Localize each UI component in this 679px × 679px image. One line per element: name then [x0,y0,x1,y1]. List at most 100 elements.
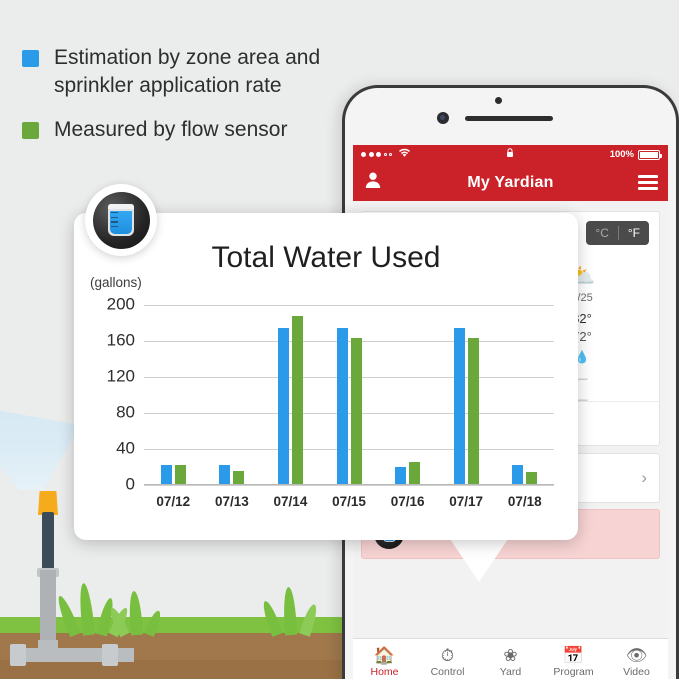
signal-strength-icon [361,152,392,157]
gridline: 120 [107,367,554,386]
beaker-glyph [108,204,134,236]
battery-full-icon [638,149,662,160]
tab-control[interactable]: ⏱ Control [416,646,479,678]
bar[interactable] [277,327,289,485]
tab-program[interactable]: 📅 Program [542,646,605,678]
tab-label: Video [623,666,650,678]
bar[interactable] [233,470,245,485]
y-axis-unit-label: (gallons) [90,275,142,290]
sprinkler-stem [42,512,54,574]
gridline: 200 [107,295,554,314]
tab-yard[interactable]: ❀ Yard [479,646,542,678]
wifi-icon [398,148,411,161]
app-title: My Yardian [467,173,554,191]
bar[interactable] [174,465,186,485]
bar[interactable] [291,315,303,485]
legend-item: Measured by flow sensor [22,116,374,144]
calendar-icon: 📅 [562,646,585,665]
tab-label: Program [553,666,594,678]
gridline: 40 [116,439,554,458]
sprinkler-nozzle-icon [38,491,58,515]
y-axis-tick-label: 40 [116,438,135,458]
eye-icon: 👁 [625,646,648,665]
bar-group: 07/12 [144,305,203,509]
front-camera-lens [440,115,445,120]
status-bar: 100% [353,145,668,164]
bar-chart-plot: 0 40 80 120 160 200 07/12 07/13 07/14 07/15 07/16… [107,295,554,509]
tab-bar: 🏠 Home ⏱ Control ❀ Yard 📅 Program [353,638,668,679]
bar[interactable] [160,465,172,485]
unit-fahrenheit-option[interactable]: °F [627,226,640,240]
legend-label: Measured by flow sensor [54,118,288,142]
chart-popover: Total Water Used (gallons) 0 40 80 120 160 20… [74,213,578,540]
x-axis-tick-label: 07/18 [507,494,542,509]
x-axis-tick-label: 07/17 [449,494,484,509]
bar[interactable] [350,338,362,485]
bar[interactable] [512,465,524,485]
bar[interactable] [526,471,538,485]
x-axis-tick-label: 07/13 [214,494,249,509]
x-axis-tick-label: 07/14 [273,494,308,509]
bar-group: 07/14 [261,305,320,509]
y-axis-tick-label: 200 [106,294,135,314]
bar-group: 07/13 [203,305,262,509]
unit-celsius-option[interactable]: °C [595,226,609,240]
unit-divider [617,226,619,240]
bar-group: 07/15 [320,305,379,509]
y-axis-tick-label: 160 [106,330,135,350]
flower-icon: ❀ [503,646,518,665]
bar-groups: 07/12 07/13 07/14 07/15 07/16 07/17 07/18 [144,305,554,509]
home-icon: 🏠 [373,646,396,665]
y-axis-tick-label: 0 [125,474,135,494]
tab-label: Home [370,666,399,678]
legend-item: Estimation by zone area and sprinkler ap… [22,44,374,99]
legend-swatch-measured [22,122,39,140]
clock-icon: ⏱ [440,646,455,665]
tab-label: Control [430,666,465,678]
pipe-cap-right [102,644,118,666]
sprinkler-body [40,570,56,642]
bar[interactable] [336,327,348,485]
gridline: 160 [107,331,554,350]
y-axis-tick-label: 120 [106,366,135,386]
bar-group: 07/16 [378,305,437,509]
x-axis-tick-label: 07/16 [390,494,425,509]
chevron-right-icon[interactable]: › [641,468,647,487]
water-drop-icon: 💧 [574,350,590,364]
lock-icon [506,148,514,161]
gridline: 0 [126,475,554,494]
pipe-tee [38,640,58,662]
battery-percent-label: 100% [609,149,634,160]
tab-video[interactable]: 👁 Video [605,646,668,678]
phone-earpiece [465,116,553,121]
legend: Estimation by zone area and sprinkler ap… [22,44,374,161]
temperature-unit-toggle[interactable]: °C °F [586,221,649,245]
legend-swatch-estimation [22,50,39,67]
bar[interactable] [467,338,479,485]
bar[interactable] [453,327,465,485]
x-axis-tick-label: 07/12 [156,494,191,509]
chart-title: Total Water Used [211,241,441,274]
gridline: 80 [116,403,554,422]
bar[interactable] [409,461,421,485]
forecast-dash-2: — [576,394,588,406]
legend-label: Estimation by zone area and sprinkler ap… [54,46,321,97]
forecast-dash-1: — [576,373,588,385]
bar[interactable] [395,467,407,485]
badge-circle [92,191,150,249]
x-axis [144,483,554,485]
pipe-cap-left [10,644,26,666]
tab-home[interactable]: 🏠 Home [353,646,416,678]
hamburger-menu-icon[interactable] [638,175,658,190]
bar[interactable] [219,465,231,485]
tab-label: Yard [499,666,522,678]
x-axis-tick-label: 07/15 [332,494,366,509]
app-header: My Yardian [353,164,668,201]
bar-group: 07/17 [437,305,496,509]
phone-sensor [495,97,502,104]
person-icon[interactable] [363,170,383,195]
water-beaker-badge-icon [85,184,157,256]
bar-group: 07/18 [495,305,554,509]
y-axis-tick-label: 80 [116,402,135,422]
